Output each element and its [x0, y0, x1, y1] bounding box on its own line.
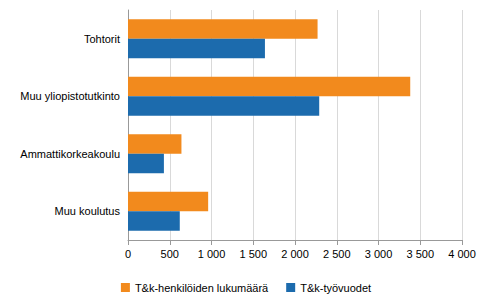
svg-text:1 500: 1 500	[239, 248, 267, 260]
svg-text:Tohtorit: Tohtorit	[84, 33, 120, 45]
svg-text:1 000: 1 000	[198, 248, 226, 260]
svg-text:2 500: 2 500	[323, 248, 351, 260]
svg-text:4 000: 4 000	[448, 248, 476, 260]
svg-text:500: 500	[161, 248, 179, 260]
svg-text:Muu koulutus: Muu koulutus	[55, 205, 121, 217]
svg-text:3 500: 3 500	[406, 248, 434, 260]
svg-text:T&k-työvuodet: T&k-työvuodet	[300, 282, 371, 294]
svg-text:T&k-henkilöiden lukumäärä: T&k-henkilöiden lukumäärä	[135, 282, 269, 294]
svg-text:0: 0	[125, 248, 131, 260]
svg-text:Muu yliopistotutkinto: Muu yliopistotutkinto	[20, 90, 120, 102]
svg-text:Ammattikorkeakoulu: Ammattikorkeakoulu	[20, 148, 120, 160]
svg-text:2 000: 2 000	[281, 248, 309, 260]
svg-text:3 000: 3 000	[365, 248, 393, 260]
